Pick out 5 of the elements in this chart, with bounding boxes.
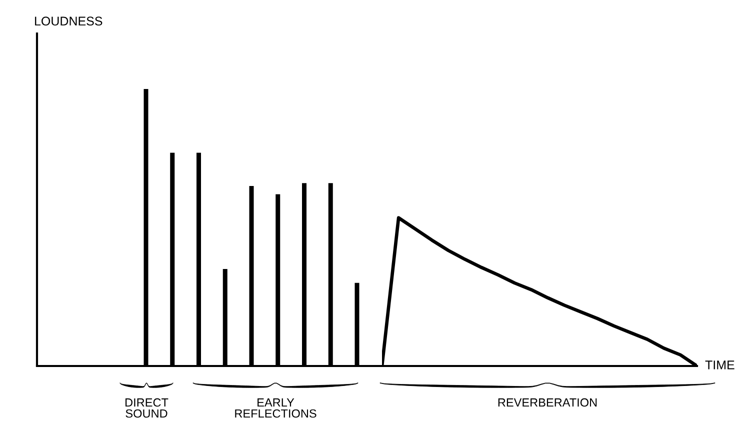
- y-axis-title: LOUDNESS: [35, 16, 102, 26]
- text: REVERBERATION: [498, 398, 597, 407]
- x-axis-title: TIME: [705, 360, 734, 370]
- text: DIRECT SOUND: [125, 398, 168, 418]
- text: EARLY REFLECTIONS: [235, 398, 316, 418]
